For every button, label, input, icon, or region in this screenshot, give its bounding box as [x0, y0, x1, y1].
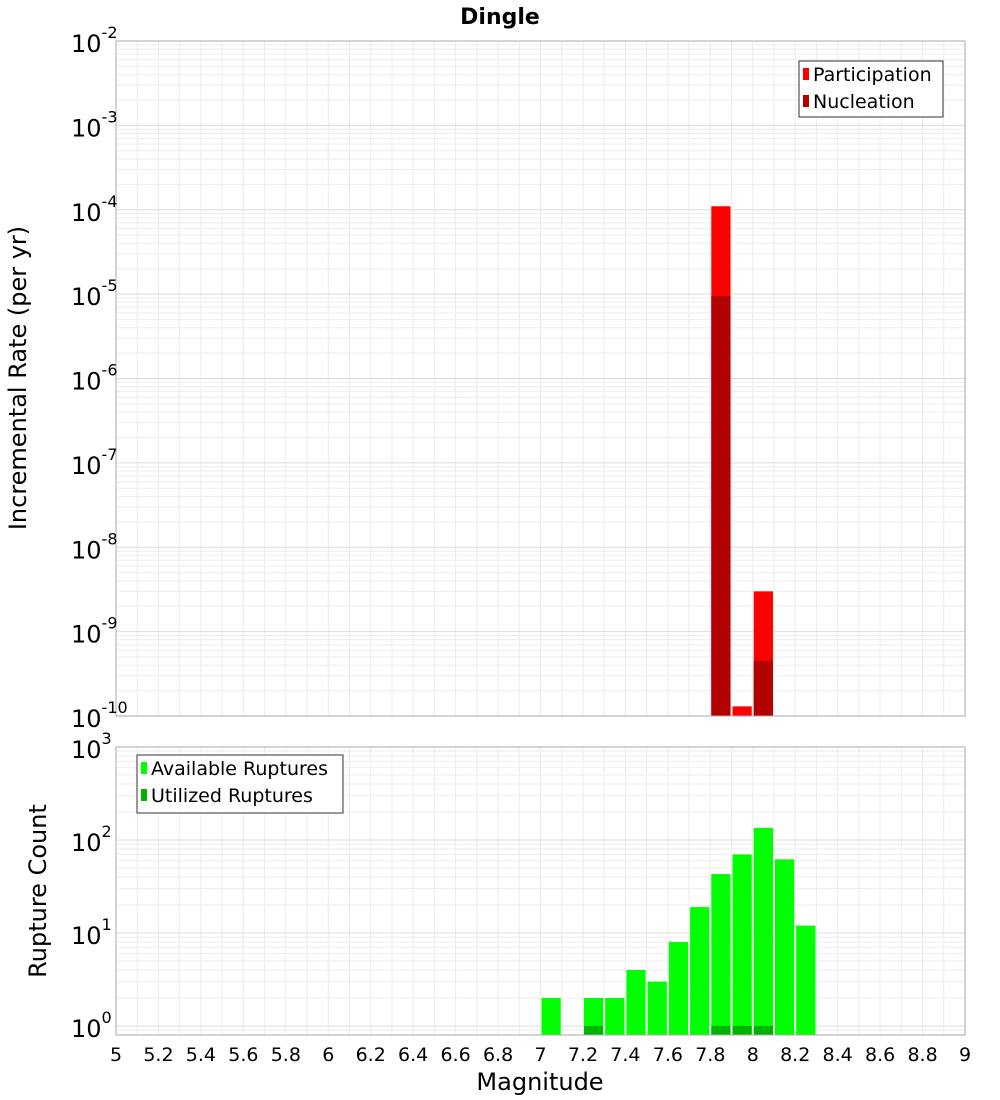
x-tick-label: 7: [534, 1044, 546, 1066]
rate-panel: 10-10 10-9 10-8 10-7 10-6 10-5 10-4 10-3 10-2 In…: [4, 23, 966, 733]
bar-available-ruptures: [605, 997, 625, 1035]
x-tick-label: 9: [959, 1044, 971, 1066]
count-bars: [541, 827, 816, 1035]
x-tick-label: 6.2: [356, 1044, 386, 1066]
count-plot-frame: [115, 746, 966, 1036]
x-tick-label: 5.4: [186, 1044, 216, 1066]
bar-available-ruptures: [711, 874, 731, 1035]
x-tick-label: 7.8: [695, 1044, 725, 1066]
x-tick-labels: 5 5.2 5.4 5.6 5.8 6 6.2 6.4 6.6 6.8 7 7.2 7.4 7.6 7.8 8…: [110, 1044, 971, 1066]
bar-utilized-ruptures: [753, 1025, 773, 1035]
x-tick-label: 7.4: [610, 1044, 640, 1066]
y-tick-label: 10-8: [71, 529, 118, 564]
bar-utilized-ruptures: [711, 1025, 731, 1035]
x-tick-label: 8.2: [780, 1044, 810, 1066]
y-tick-label: 100: [71, 1008, 112, 1043]
rate-bars: [711, 206, 773, 716]
bar-available-ruptures: [774, 859, 795, 1035]
x-tick-label: 8.8: [907, 1044, 937, 1066]
bar-utilized-ruptures: [732, 1025, 752, 1035]
bar-available-ruptures: [668, 942, 689, 1035]
bar-available-ruptures: [690, 907, 710, 1035]
bar-nucleation: [753, 660, 773, 716]
rate-y-ticks: 10-10 10-9 10-8 10-7 10-6 10-5 10-4 10-3 10-2: [71, 23, 128, 733]
x-tick-label: 5.6: [228, 1044, 258, 1066]
x-tick-label: 7.2: [568, 1044, 598, 1066]
x-tick-label: 8.4: [823, 1044, 853, 1066]
x-tick-label: 6.8: [483, 1044, 513, 1066]
legend-swatch: [141, 789, 147, 801]
legend-swatch: [141, 762, 147, 774]
bar-participation: [732, 706, 752, 716]
bar-utilized-ruptures: [583, 1025, 604, 1035]
y-tick-label: 101: [71, 915, 112, 950]
x-tick-label: 5: [110, 1044, 122, 1066]
legend-box: [798, 60, 944, 118]
x-tick-label: 6.4: [398, 1044, 428, 1066]
y-tick-label: 103: [71, 729, 112, 764]
bar-available-ruptures: [732, 854, 752, 1035]
x-tick-label: 6: [322, 1044, 334, 1066]
x-tick-label: 7.6: [653, 1044, 683, 1066]
x-tick-label: 5.8: [271, 1044, 301, 1066]
x-tick-label: 5.2: [143, 1044, 173, 1066]
x-tick-label: 6.6: [440, 1044, 470, 1066]
legend-swatch: [803, 68, 809, 80]
y-tick-label: 10-2: [71, 23, 118, 58]
y-tick-label: 102: [71, 822, 112, 857]
rate-y-axis-label: Incremental Rate (per yr): [4, 226, 32, 530]
y-tick-label: 10-4: [71, 192, 118, 227]
legend-swatch: [803, 95, 809, 107]
y-tick-label: 10-10: [71, 698, 128, 733]
bar-available-ruptures: [753, 827, 773, 1035]
bar-available-ruptures: [796, 925, 816, 1035]
bar-available-ruptures: [626, 969, 646, 1035]
rate-legend: Participation Nucleation: [798, 60, 944, 118]
y-tick-label: 10-7: [71, 445, 118, 480]
legend-label: Nucleation: [813, 91, 915, 113]
rate-grid: [115, 41, 966, 717]
rate-plot-frame: [115, 40, 966, 717]
y-tick-label: 10-3: [71, 107, 118, 142]
bar-available-ruptures: [541, 997, 561, 1035]
legend-label: Utilized Ruptures: [151, 785, 313, 807]
count-legend: Available Ruptures Utilized Ruptures: [136, 754, 344, 814]
count-y-axis-label: Rupture Count: [24, 804, 52, 978]
legend-label: Participation: [813, 64, 932, 86]
x-tick-label: 8: [747, 1044, 759, 1066]
legend-box: [136, 754, 344, 814]
count-panel: 100 101 102 103 Rupture Count Available Rup…: [24, 729, 966, 1043]
bar-available-ruptures: [647, 981, 667, 1035]
y-tick-label: 10-5: [71, 276, 118, 311]
bar-available-ruptures: [583, 997, 604, 1035]
y-tick-label: 10-9: [71, 614, 118, 649]
legend-label: Available Ruptures: [151, 758, 328, 780]
bar-nucleation: [711, 296, 731, 716]
chart-title: Dingle: [460, 5, 540, 30]
x-tick-label: 8.6: [865, 1044, 895, 1066]
x-axis-label: Magnitude: [476, 1068, 603, 1096]
y-tick-label: 10-6: [71, 361, 118, 396]
count-y-ticks: 100 101 102 103: [71, 729, 112, 1043]
